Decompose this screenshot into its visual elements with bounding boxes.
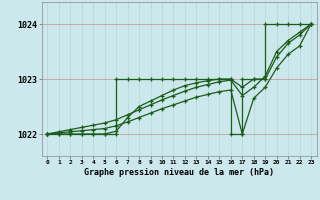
X-axis label: Graphe pression niveau de la mer (hPa): Graphe pression niveau de la mer (hPa): [84, 168, 274, 177]
